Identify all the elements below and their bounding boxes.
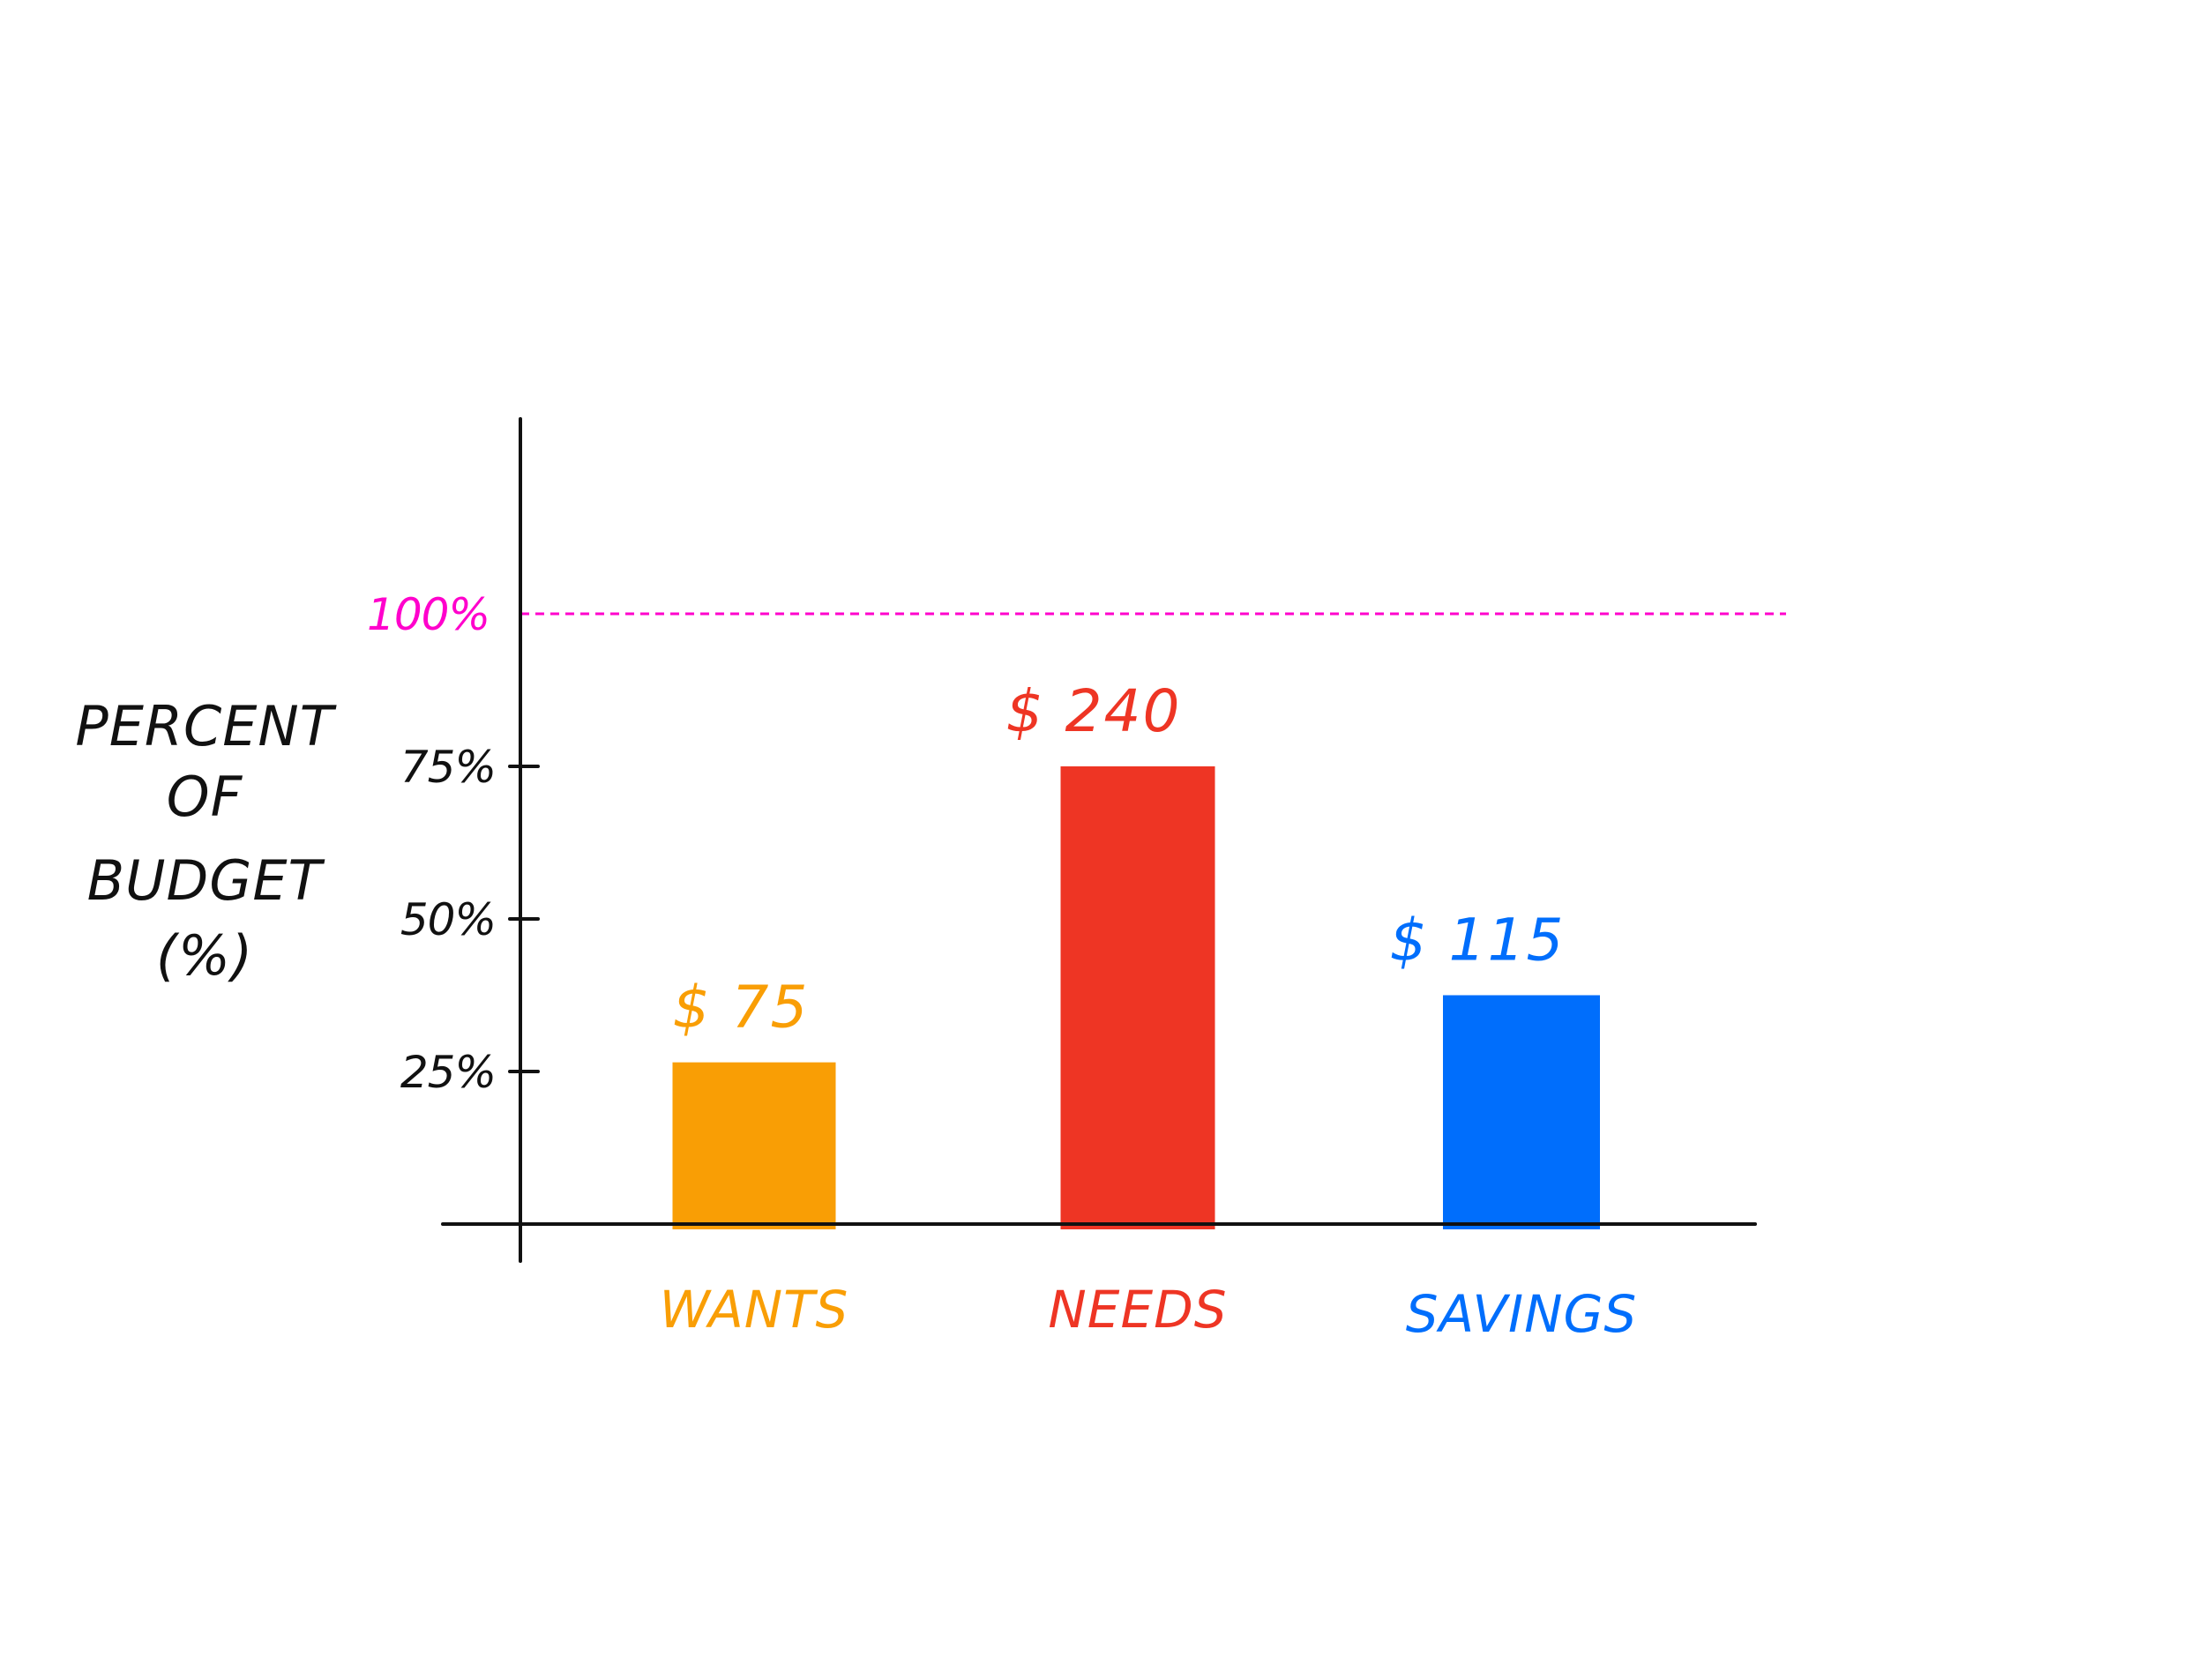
y-tick-label: 50% <box>400 894 496 945</box>
bars <box>672 766 1600 1229</box>
category-label: NEEDS <box>1048 1280 1227 1340</box>
value-label: $ 75 <box>673 974 810 1042</box>
value-label: $ 115 <box>1390 907 1566 974</box>
bar-wants <box>672 1062 836 1229</box>
value-label: $ 240 <box>1006 677 1182 745</box>
labels: $ 75 WANTS $ 240 NEEDS $ 115 SAVINGS <box>660 677 1638 1344</box>
y-axis-label-line: OF <box>167 765 243 829</box>
y-axis-label-line: PERCENT <box>75 694 336 758</box>
y-axis-label-line: BUDGET <box>87 848 325 913</box>
bar-savings <box>1443 995 1600 1229</box>
y-tick-label: 75% <box>400 742 496 793</box>
category-label: SAVINGS <box>1406 1284 1638 1344</box>
y-axis-label: PERCENT OF BUDGET (%) <box>75 694 336 988</box>
y-axis-label-line: (%) <box>156 923 253 988</box>
category-label: WANTS <box>660 1280 849 1340</box>
y-ticks: 25% 50% 75% <box>400 742 540 1098</box>
y-tick-label: 25% <box>400 1047 496 1098</box>
bar-needs <box>1060 766 1215 1229</box>
reference-line-label: 100% <box>367 589 490 640</box>
